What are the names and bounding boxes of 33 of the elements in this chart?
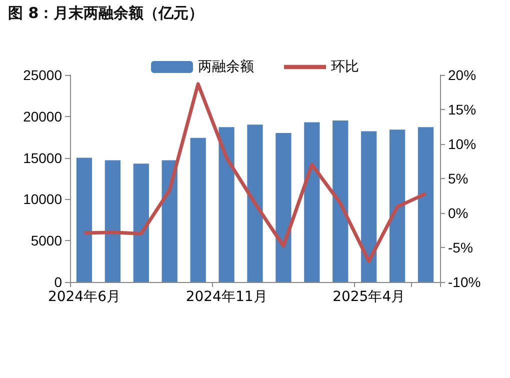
- y2-tick-label: -10%: [448, 274, 481, 290]
- bar: [418, 127, 434, 282]
- bar: [133, 164, 149, 282]
- x-tick-label: 2025年4月: [332, 289, 406, 305]
- bar: [190, 138, 206, 282]
- line-series: [82, 82, 428, 264]
- y2-tick-label: 15%: [448, 102, 476, 118]
- x-tick-label: 2024年6月: [48, 289, 121, 305]
- y-tick-label: 0: [54, 274, 62, 290]
- bar: [276, 132, 292, 282]
- x-tick-label: 2024年11月: [186, 289, 268, 305]
- bar: [218, 127, 234, 282]
- y2-tick-label: 20%: [448, 67, 476, 83]
- legend-label: 两融余额: [198, 59, 254, 75]
- y-tick-label: 15000: [23, 150, 62, 166]
- bar: [247, 124, 263, 282]
- y-tick-label: 25000: [23, 67, 62, 83]
- bar: [304, 122, 320, 282]
- bar: [389, 130, 406, 282]
- legend-label: 环比: [331, 59, 359, 75]
- bar: [361, 131, 377, 282]
- y-tick-label: 5000: [30, 232, 62, 249]
- y2-tick-label: -5%: [448, 240, 473, 256]
- bar: [332, 120, 348, 282]
- y2-tick-label: 5%: [448, 170, 468, 186]
- bar: [104, 160, 121, 282]
- y-tick-label: 20000: [23, 108, 62, 124]
- chart-title: 图 8：月末两融余额（亿元）: [8, 4, 204, 23]
- y2-tick-label: 10%: [448, 136, 476, 152]
- y-tick-label: 10000: [23, 191, 62, 208]
- bar: [76, 158, 92, 282]
- bar: [162, 160, 178, 282]
- y2-tick-label: 0%: [448, 205, 468, 221]
